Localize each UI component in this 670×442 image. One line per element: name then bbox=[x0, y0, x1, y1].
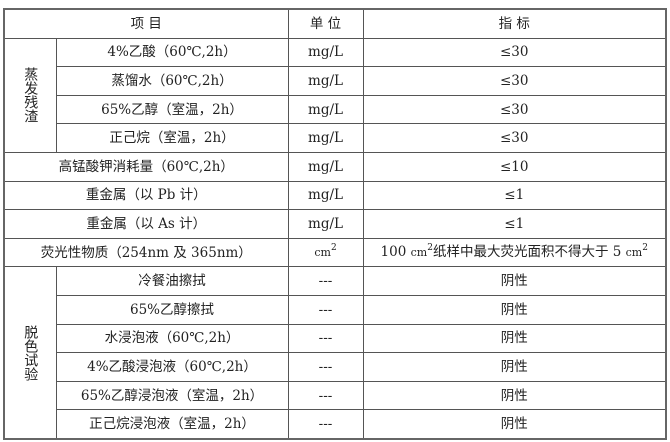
item-cell: 重金属（以 Pb 计） bbox=[3, 180, 289, 211]
table-row: 重金属（以 As 计） mg/L ≤1 bbox=[3, 209, 667, 239]
value-mid: 纸样中最大荧光面积不得大于 5 bbox=[432, 244, 622, 261]
unit-cell: mg/L bbox=[287, 66, 364, 96]
value-cell: 阴性 bbox=[362, 266, 667, 296]
item-cell: 高锰酸钾消耗量（60℃,2h） bbox=[3, 151, 289, 182]
table-row: 高锰酸钾消耗量（60℃,2h） mg/L ≤10 bbox=[3, 151, 667, 182]
header-indicator: 指 标 bbox=[362, 8, 667, 39]
unit-cell: --- bbox=[287, 323, 364, 354]
unit-cell: mg/L bbox=[287, 94, 364, 125]
table-row-fluorescence: 荧光性物质（254nm 及 365nm） cm2 100 cm2纸样中最大荧光面… bbox=[3, 237, 667, 268]
value-cell: 阴性 bbox=[362, 352, 667, 382]
item-cell: 水浸泡液（60℃,2h） bbox=[55, 323, 289, 354]
item-cell: 正己烷（室温，2h） bbox=[55, 123, 289, 153]
unit-cell: --- bbox=[287, 409, 364, 440]
table-row: 蒸馏水（60℃,2h） mg/L ≤30 bbox=[4, 66, 667, 96]
value-cell: ≤30 bbox=[362, 66, 667, 96]
unit-cell: mg/L bbox=[287, 151, 364, 182]
item-cell: 重金属（以 As 计） bbox=[3, 209, 289, 239]
table-row: 4%乙酸浸泡液（60℃,2h） --- 阴性 bbox=[4, 352, 667, 382]
header-unit: 单 位 bbox=[287, 8, 364, 39]
specification-table: 项 目 单 位 指 标 蒸发残渣 4%乙酸（60℃,2h） mg/L ≤30 蒸… bbox=[3, 8, 667, 440]
value-exp: 2 bbox=[427, 243, 433, 254]
value-cell: 100 cm2纸样中最大荧光面积不得大于 5 cm2 bbox=[362, 237, 667, 268]
value-cell: 阴性 bbox=[362, 323, 667, 354]
unit-cell: mg/L bbox=[287, 180, 364, 211]
value-cell: ≤30 bbox=[362, 37, 667, 68]
header-item: 项 目 bbox=[3, 8, 289, 39]
item-cell: 65%乙醇（室温，2h） bbox=[55, 94, 289, 125]
unit-cell: --- bbox=[287, 352, 364, 382]
value-unit: cm bbox=[410, 246, 428, 260]
item-cell: 荧光性物质（254nm 及 365nm） bbox=[3, 237, 289, 268]
table-row: 蒸发残渣 4%乙酸（60℃,2h） mg/L ≤30 bbox=[3, 37, 667, 153]
table-row: 脱色试验 冷餐油擦拭 --- 阴性 bbox=[3, 266, 667, 440]
unit-cell: mg/L bbox=[287, 123, 364, 153]
unit-cell: --- bbox=[287, 380, 364, 411]
value-cell: ≤1 bbox=[362, 180, 667, 211]
table-row: 正己烷浸泡液（室温，2h） --- 阴性 bbox=[4, 409, 667, 440]
value-pre: 100 bbox=[380, 244, 407, 261]
value-cell: 阴性 bbox=[362, 294, 667, 325]
table-row: 重金属（以 Pb 计） mg/L ≤1 bbox=[3, 180, 667, 211]
unit-base: cm bbox=[314, 246, 331, 260]
item-cell: 正己烷浸泡液（室温，2h） bbox=[55, 409, 289, 440]
unit-cell: mg/L bbox=[287, 37, 364, 68]
value-cell: 阴性 bbox=[362, 380, 667, 411]
value-cell: 阴性 bbox=[362, 409, 667, 440]
item-cell: 蒸馏水（60℃,2h） bbox=[55, 66, 289, 96]
table-row: 水浸泡液（60℃,2h） --- 阴性 bbox=[4, 323, 667, 354]
unit-cell: --- bbox=[287, 266, 364, 296]
category-decolor-test: 脱色试验 bbox=[3, 266, 57, 440]
value-cell: ≤30 bbox=[362, 123, 667, 153]
header-row: 项 目 单 位 指 标 bbox=[3, 8, 667, 39]
unit-cell: mg/L bbox=[287, 209, 364, 239]
item-cell: 65%乙醇浸泡液（室温，2h） bbox=[55, 380, 289, 411]
item-cell: 冷餐油擦拭 bbox=[55, 266, 289, 296]
table-row: 正己烷（室温，2h） mg/L ≤30 bbox=[4, 123, 667, 153]
table-row: 65%乙醇浸泡液（室温，2h） --- 阴性 bbox=[4, 380, 667, 411]
unit-cell: cm2 bbox=[287, 237, 364, 268]
table-row: 65%乙醇（室温，2h） mg/L ≤30 bbox=[4, 94, 667, 125]
item-cell: 4%乙酸浸泡液（60℃,2h） bbox=[55, 352, 289, 382]
item-cell: 65%乙醇擦拭 bbox=[55, 294, 289, 325]
category-evaporation-residue: 蒸发残渣 bbox=[3, 37, 57, 153]
value-cell: ≤1 bbox=[362, 209, 667, 239]
value-exp-2: 2 bbox=[642, 243, 648, 254]
value-cell: ≤10 bbox=[362, 151, 667, 182]
table-row: 65%乙醇擦拭 --- 阴性 bbox=[4, 294, 667, 325]
value-cell: ≤30 bbox=[362, 94, 667, 125]
unit-exponent: 2 bbox=[330, 243, 337, 254]
item-cell: 4%乙酸（60℃,2h） bbox=[55, 37, 289, 68]
value-unit-2: cm bbox=[625, 246, 643, 260]
unit-cell: --- bbox=[287, 294, 364, 325]
